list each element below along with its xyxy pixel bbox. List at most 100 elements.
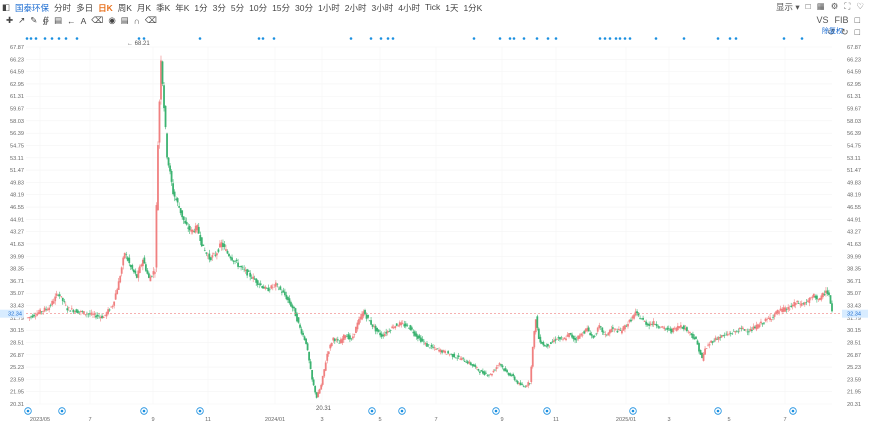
tab-period-7[interactable]: 1分 [194,2,208,13]
tab-period-3[interactable]: 周K [117,2,132,13]
favorite-icon[interactable]: ♡ [856,1,864,11]
event-dot[interactable] [64,37,68,40]
tab-period-18[interactable]: 1天 [445,2,459,13]
tab-period-6[interactable]: 年K [175,2,190,13]
tab-period-0[interactable]: 分时 [54,2,72,13]
tab-period-13[interactable]: 1小时 [318,2,340,13]
event-dot[interactable] [535,37,539,40]
event-badge-icon[interactable] [714,407,722,415]
event-dot[interactable] [728,37,732,40]
stock-name[interactable]: 国泰环保 [15,2,50,13]
crosshair-icon[interactable]: ✚ [6,15,14,25]
event-badge-icon[interactable] [196,407,204,415]
camera-icon[interactable]: □ [805,1,811,11]
gear-icon[interactable]: ⚙ [830,1,839,11]
panel-toggle-icon[interactable]: □ [854,15,860,25]
event-dot[interactable] [608,37,612,40]
tab-period-15[interactable]: 3小时 [371,2,394,13]
event-dot[interactable] [603,37,607,40]
event-dot[interactable] [261,37,265,40]
event-dot[interactable] [137,37,141,40]
event-dot[interactable] [522,37,526,40]
event-dot[interactable] [782,37,786,40]
trash-icon[interactable]: ⌫ [144,15,157,25]
event-badge-icon[interactable] [398,407,406,415]
undo-icon[interactable]: ← [67,15,76,26]
event-dot[interactable] [618,37,622,40]
event-dot[interactable] [654,37,658,40]
event-dot[interactable] [391,37,395,40]
lock-icon[interactable]: ▤ [120,15,129,25]
event-dot[interactable] [272,37,276,40]
tab-period-19[interactable]: 1分K [463,2,483,13]
brush-tool-icon[interactable]: ✎ [30,15,38,25]
event-dot[interactable] [508,37,512,40]
event-dot[interactable] [50,37,54,40]
tab-period-5[interactable]: 季K [156,2,171,13]
event-dot[interactable] [598,37,602,40]
redo-icon[interactable]: ↺ [827,27,836,37]
event-dot[interactable] [43,37,47,40]
event-badge-icon[interactable] [629,407,637,415]
eraser-icon[interactable]: ⌫ [91,15,104,25]
event-dot[interactable] [257,37,261,40]
event-dot[interactable] [546,37,550,40]
tab-period-4[interactable]: 月K [136,2,152,13]
tab-period-16[interactable]: 4小时 [398,2,420,13]
tab-period-11[interactable]: 15分 [272,2,291,13]
grid-icon[interactable]: ▦ [816,1,825,11]
display-menu-button[interactable]: 显示 ▾ [775,2,800,12]
event-dot[interactable] [623,37,627,40]
fullscreen-icon[interactable]: ⛶ [844,1,851,11]
event-badge-icon[interactable] [789,407,797,415]
magnet-icon[interactable]: ∩ [133,15,140,26]
event-dot[interactable] [25,37,29,40]
event-badge-icon[interactable] [368,407,376,415]
event-dot[interactable] [716,37,720,40]
expand-icon[interactable]: □ [854,27,860,37]
indicator-tool-icon[interactable]: ▤ [54,15,63,25]
event-badge-icon[interactable] [58,407,66,415]
tab-period-10[interactable]: 10分 [249,2,268,13]
eye-icon[interactable]: ◉ [108,15,116,25]
reset-icon[interactable]: ↻ [841,27,849,37]
tab-period-9[interactable]: 5分 [230,2,245,13]
tab-period-12[interactable]: 30分 [295,2,314,13]
tab-period-2[interactable]: 日K [98,2,113,13]
ruler-tool-icon[interactable]: ∯ [42,15,50,25]
event-dot[interactable] [498,37,502,40]
event-badge-icon[interactable] [140,407,148,415]
event-dot[interactable] [554,37,558,40]
event-dot[interactable] [349,37,353,40]
event-dot[interactable] [386,37,390,40]
line-tool-icon[interactable]: ↗ [18,15,26,25]
event-dot[interactable] [734,37,738,40]
event-dot[interactable] [614,37,618,40]
sidebar-panel-icon[interactable]: ◧ [2,2,11,12]
event-badge-icon[interactable] [24,407,32,415]
tab-period-8[interactable]: 3分 [212,2,226,13]
tab-period-17[interactable]: Tick [424,1,441,12]
event-dot[interactable] [75,37,79,40]
vs-button[interactable]: VS [816,15,829,25]
event-dot[interactable] [198,37,202,40]
event-dot[interactable] [628,37,632,40]
event-dot[interactable] [57,37,61,40]
event-dot[interactable] [379,37,383,40]
event-dot[interactable] [369,37,373,40]
tab-period-1[interactable]: 多日 [76,2,94,13]
candle-body [577,335,580,340]
text-tool-icon[interactable]: A [80,15,87,26]
event-dot[interactable] [29,37,33,40]
event-badge-icon[interactable] [543,407,551,415]
event-badge-icon[interactable] [492,407,500,415]
event-dot[interactable] [512,37,516,40]
event-dot[interactable] [472,37,476,40]
event-dot[interactable] [800,37,804,40]
fib-button[interactable]: FIB [834,15,849,25]
event-dot[interactable] [142,37,146,40]
event-dot[interactable] [682,37,686,40]
event-dot[interactable] [34,37,38,40]
tab-period-14[interactable]: 2小时 [344,2,367,13]
